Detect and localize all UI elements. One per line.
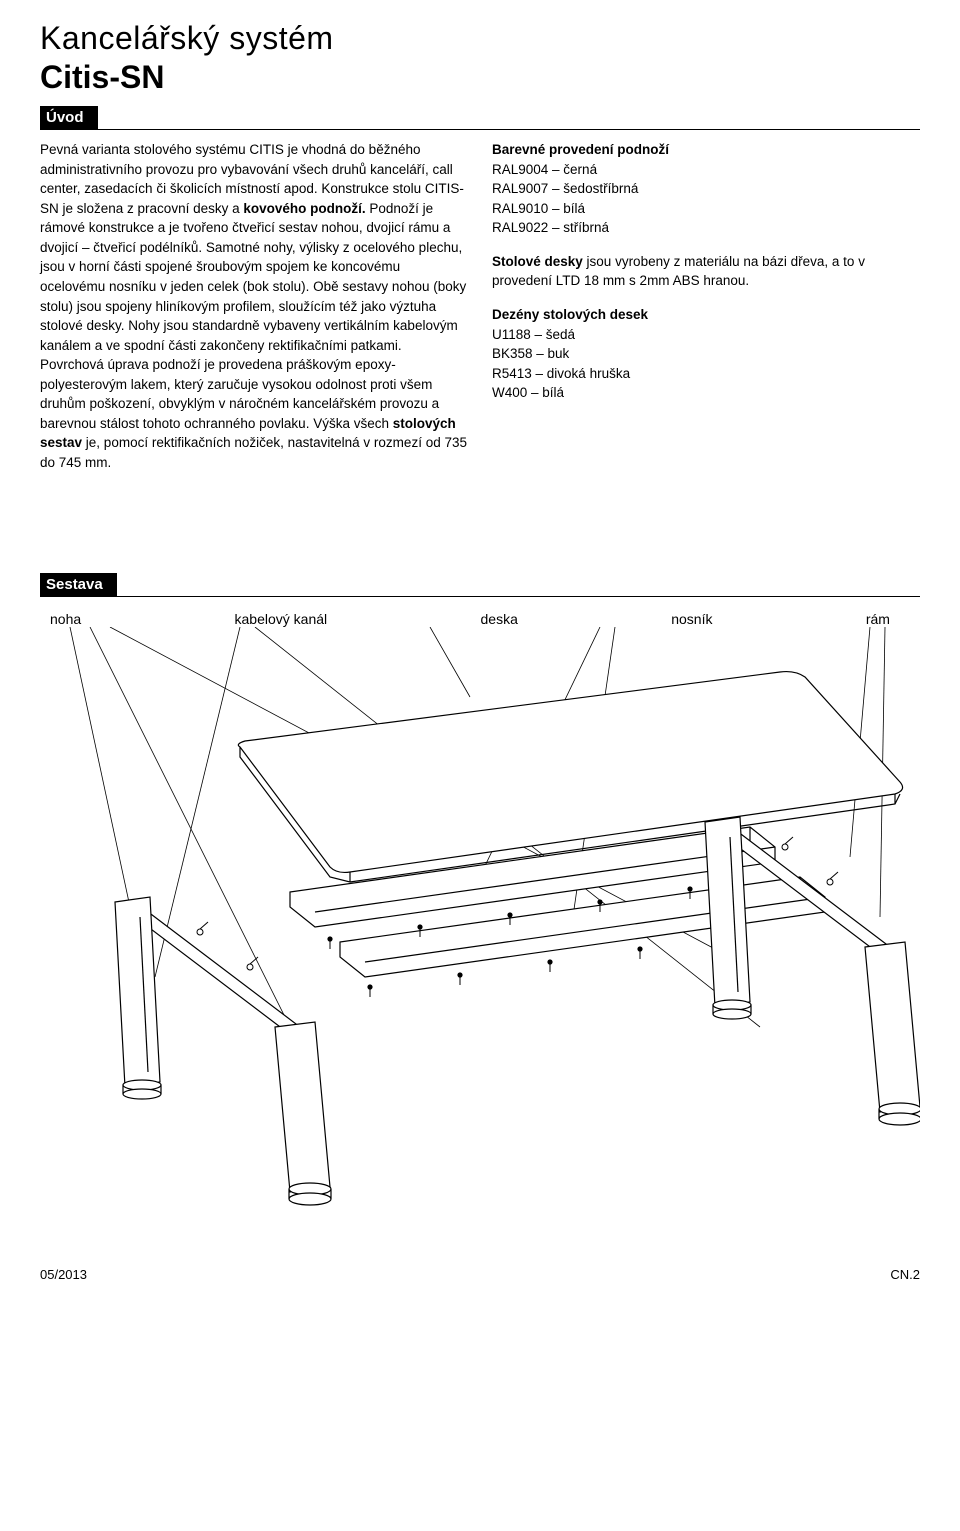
color-item: RAL9007 – šedostříbrná bbox=[492, 179, 920, 199]
footer-date: 05/2013 bbox=[40, 1267, 87, 1282]
intro-text-1c: je, pomocí rektifikačních nožiček, nasta… bbox=[40, 435, 467, 470]
label-ram: rám bbox=[866, 611, 890, 627]
diagram-svg bbox=[40, 627, 920, 1247]
exploded-diagram bbox=[40, 627, 920, 1247]
colors-heading: Barevné provedení podnoží bbox=[492, 140, 920, 160]
color-item: RAL9004 – černá bbox=[492, 160, 920, 180]
section-sestava-header: Sestava bbox=[40, 573, 117, 596]
decor-item: BK358 – buk bbox=[492, 344, 920, 364]
intro-text-1b: Podnoží je rámové konstrukce a je tvořen… bbox=[40, 201, 466, 431]
label-deska: deska bbox=[481, 611, 518, 627]
label-kabel: kabelový kanál bbox=[235, 611, 328, 627]
intro-col-left: Pevná varianta stolového systému CITIS j… bbox=[40, 140, 468, 473]
diagram-labels-row: noha kabelový kanál deska nosník rám bbox=[40, 611, 920, 627]
intro-col-right: Barevné provedení podnoží RAL9004 – čern… bbox=[492, 140, 920, 473]
page-footer: 05/2013 CN.2 bbox=[40, 1267, 920, 1282]
intro-columns: Pevná varianta stolového systému CITIS j… bbox=[40, 140, 920, 473]
section-uvod-header: Úvod bbox=[40, 106, 98, 129]
decor-item: W400 – bílá bbox=[492, 383, 920, 403]
label-nosnik: nosník bbox=[671, 611, 712, 627]
decors-list: U1188 – šedá BK358 – buk R5413 – divoká … bbox=[492, 325, 920, 403]
page-title-line2: Citis-SN bbox=[40, 59, 920, 96]
section-sestava-underline bbox=[40, 596, 920, 597]
footer-page: CN.2 bbox=[890, 1267, 920, 1282]
intro-bold-1: kovového podnoží. bbox=[243, 201, 365, 216]
color-item: RAL9010 – bílá bbox=[492, 199, 920, 219]
decor-item: U1188 – šedá bbox=[492, 325, 920, 345]
sestava-block: Sestava noha kabelový kanál deska nosník… bbox=[40, 563, 920, 1247]
intro-paragraph: Pevná varianta stolového systému CITIS j… bbox=[40, 140, 468, 473]
desks-bold: Stolové desky bbox=[492, 254, 583, 269]
desks-paragraph: Stolové desky jsou vyrobeny z materiálu … bbox=[492, 252, 920, 291]
page-title-line1: Kancelářský systém bbox=[40, 20, 920, 57]
decor-item: R5413 – divoká hruška bbox=[492, 364, 920, 384]
decors-heading: Dezény stolových desek bbox=[492, 305, 920, 325]
colors-list: RAL9004 – černá RAL9007 – šedostříbrná R… bbox=[492, 160, 920, 238]
section-uvod-underline bbox=[40, 129, 920, 130]
color-item: RAL9022 – stříbrná bbox=[492, 218, 920, 238]
label-noha: noha bbox=[50, 611, 81, 627]
